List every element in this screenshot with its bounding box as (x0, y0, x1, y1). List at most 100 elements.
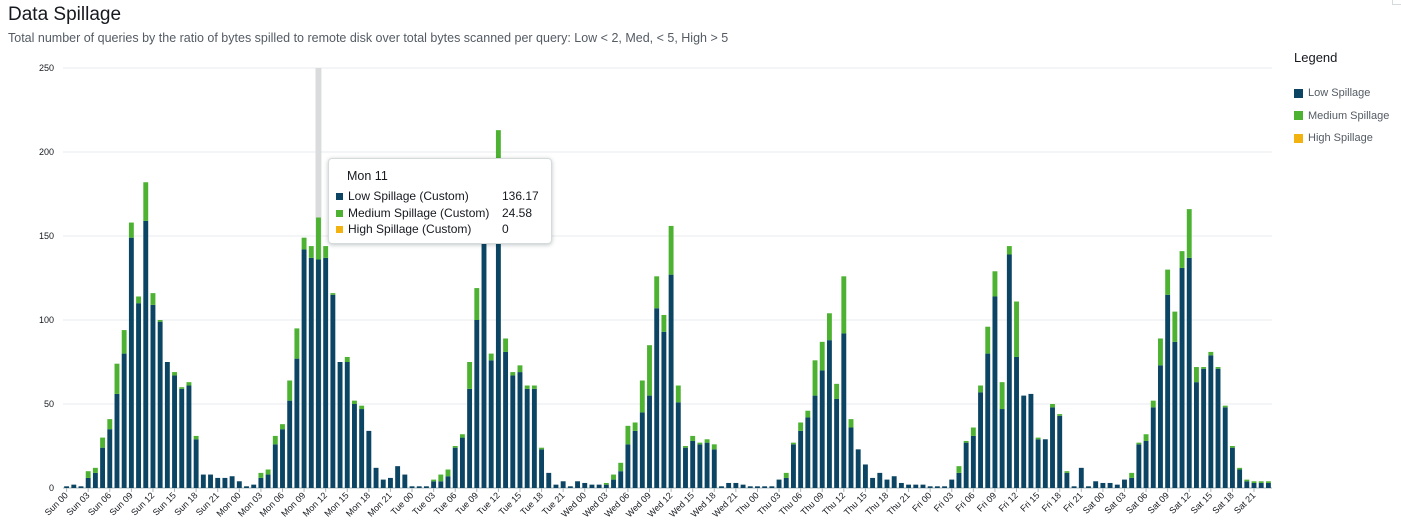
bar-low (85, 477, 91, 488)
bar-low (711, 449, 717, 488)
bar-low (236, 481, 242, 488)
bar-low (1035, 439, 1041, 488)
y-tick-label: 100 (39, 315, 54, 325)
bar-low (1150, 407, 1156, 488)
bar-medium (603, 482, 609, 485)
x-tick-label: Sat 21 (1232, 490, 1257, 515)
bar-medium (639, 380, 645, 413)
legend-item-low[interactable]: Low Spillage (1294, 82, 1389, 105)
bar-medium (503, 338, 509, 352)
bar-medium (157, 320, 163, 322)
bar-low (150, 304, 156, 488)
bar-medium (258, 472, 264, 478)
bar-low (136, 303, 142, 488)
bar-low (128, 237, 134, 488)
x-tick-label: Tue 03 (410, 490, 437, 517)
x-tick-label: Thu 15 (842, 490, 869, 517)
bar-low (647, 395, 652, 488)
bar-low (1071, 486, 1077, 488)
bar-low (287, 400, 293, 488)
legend-swatch-low (1294, 88, 1303, 98)
bar-low (208, 474, 213, 488)
tooltip-label-low: Low Spillage (Custom) (348, 189, 469, 203)
legend-item-high[interactable]: High Spillage (1294, 127, 1389, 150)
bar-low (805, 417, 811, 488)
bar-low (841, 333, 847, 488)
bar-low (431, 481, 437, 488)
bar-low (423, 486, 429, 488)
tooltip-row-low: Low Spillage (Custom) (336, 189, 469, 203)
bar-low (891, 476, 897, 488)
bar-low (790, 444, 796, 488)
bar-low (862, 464, 868, 488)
hover-tooltip: Mon 11 Low Spillage (Custom) 136.17 Medi… (328, 158, 552, 244)
bar-low (848, 427, 854, 488)
bar-low (1078, 467, 1084, 488)
bar-low (373, 467, 379, 488)
bar-low (301, 249, 307, 488)
bar-low (474, 320, 480, 488)
bar-medium (1165, 269, 1171, 295)
tooltip-title: Mon 11 (347, 169, 388, 183)
bar-low (560, 481, 566, 488)
bar-low (920, 484, 926, 488)
bar-low (164, 362, 170, 488)
bar-low (503, 351, 509, 488)
bar-medium (92, 467, 98, 473)
bar-low (927, 486, 933, 488)
bar-low (942, 486, 948, 488)
legend-label-low: Low Spillage (1308, 87, 1371, 100)
bar-low (517, 372, 523, 488)
bar-medium (1265, 481, 1271, 483)
bar-medium (136, 296, 142, 304)
bar-low (179, 388, 185, 488)
x-tick-label: Sat 00 (1081, 490, 1106, 515)
bar-medium (445, 469, 451, 477)
bar-low (1201, 368, 1207, 488)
bar-low (438, 481, 444, 488)
bar-medium (618, 462, 624, 472)
bar-low (1050, 407, 1055, 488)
bar-medium (697, 442, 703, 445)
bar-low (344, 362, 350, 488)
bar-low (337, 362, 343, 488)
bar-low (1229, 447, 1235, 488)
bar-medium (301, 237, 307, 250)
bar-low (949, 479, 955, 488)
bar-low (186, 385, 192, 488)
x-tick-label: Sat 15 (1189, 490, 1214, 515)
bar-low (812, 395, 818, 488)
bar-medium (352, 400, 357, 404)
bar-medium (539, 447, 545, 450)
tooltip-value-high: 0 (502, 222, 509, 236)
bar-medium (1143, 434, 1149, 441)
bar-low (265, 474, 271, 488)
bar-medium (280, 424, 285, 430)
bar-low (826, 340, 832, 488)
bar-low (395, 466, 401, 488)
bar-low (416, 486, 422, 488)
tooltip-value-low: 136.17 (502, 189, 539, 203)
bar-low (1086, 486, 1091, 488)
bar-medium (661, 314, 667, 332)
bar-medium (798, 422, 804, 431)
bar-medium (431, 479, 437, 482)
bar-low (495, 227, 501, 488)
legend-item-medium[interactable]: Medium Spillage (1294, 105, 1389, 128)
bar-low (632, 430, 638, 488)
bar-medium (992, 271, 998, 297)
bar-low (1014, 356, 1019, 488)
bar-low (596, 484, 602, 488)
bar-low (683, 447, 688, 488)
legend-swatch-medium (1294, 111, 1303, 121)
legend-title: Legend (1294, 50, 1338, 65)
bar-low (704, 442, 710, 488)
bar-medium (978, 385, 983, 393)
bar-low (870, 477, 876, 488)
bar-low (639, 412, 645, 488)
bar-medium (848, 419, 854, 428)
bar-low (1143, 440, 1149, 488)
bar-low (603, 484, 609, 488)
bar-low (229, 476, 235, 488)
